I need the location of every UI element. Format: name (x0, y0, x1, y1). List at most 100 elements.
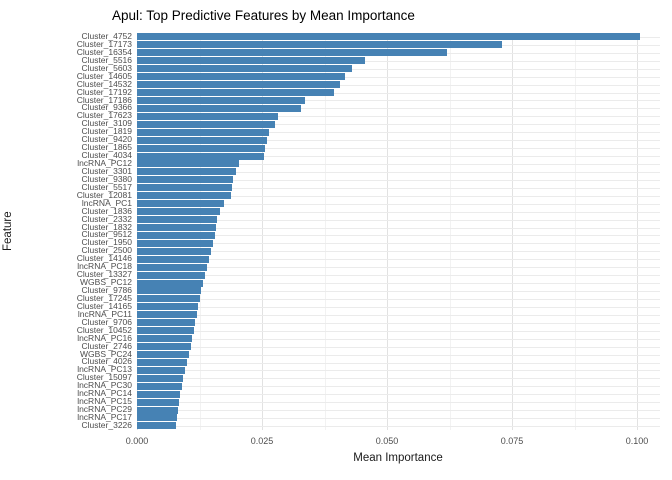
bar (137, 49, 447, 57)
bar (137, 65, 352, 73)
gridline-horizontal (137, 235, 660, 237)
gridline-horizontal (137, 164, 660, 165)
bar-row: Cluster_9420 (0, 135, 660, 144)
bar-track (137, 255, 660, 263)
bar-track (137, 287, 660, 295)
gridline-horizontal (137, 68, 660, 70)
y-tick-label: Cluster_14146 (76, 253, 132, 264)
y-tick-label: Cluster_17186 (76, 94, 132, 105)
bar-row: lncRNA_PC17 (0, 413, 660, 422)
gridline-horizontal (137, 386, 660, 388)
y-tick-label: lncRNA_PC11 (77, 308, 132, 319)
y-tick-label: Cluster_2746 (81, 340, 132, 351)
y-tick-label: Cluster_14605 (76, 70, 132, 81)
gridline-minor (574, 33, 576, 430)
y-tick-label: Cluster_14165 (76, 300, 132, 311)
bar-row: WGBS_PC24 (0, 349, 660, 359)
bar-row: Cluster_14146 (0, 253, 660, 264)
y-tick-label: Cluster_1836 (81, 205, 132, 216)
bar-row: Cluster_9512 (0, 230, 660, 239)
bar-track (137, 200, 660, 208)
y-tick-label: Cluster_3109 (81, 118, 132, 129)
x-tick-label: 0.050 (375, 436, 399, 446)
bar-row: Cluster_17245 (0, 292, 660, 303)
gridline-horizontal (137, 171, 660, 173)
bar-row: Cluster_9380 (0, 175, 660, 184)
y-tick-label: Cluster_9706 (81, 316, 132, 327)
y-tick-label: Cluster_4752 (81, 31, 132, 41)
bar (137, 81, 340, 89)
y-tick-label: lncRNA_PC14 (77, 388, 132, 399)
gridline-horizontal (137, 314, 660, 316)
bar (137, 120, 275, 128)
gridline-horizontal (137, 267, 660, 269)
gridline-horizontal (137, 108, 660, 110)
bar (137, 128, 269, 136)
gridline-horizontal (137, 60, 660, 62)
bar-track (137, 406, 660, 414)
bar (137, 239, 213, 247)
bar-track (137, 33, 660, 41)
gridline-horizontal (137, 100, 660, 102)
bar-row: Cluster_1950 (0, 238, 660, 247)
y-tick-label: Cluster_5603 (81, 62, 132, 73)
y-tick-label: Cluster_17245 (76, 292, 132, 303)
y-tick-label: Cluster_4026 (81, 356, 132, 367)
bar (137, 327, 194, 335)
gridline-minor (199, 33, 201, 430)
bar-row: lncRNA_PC14 (0, 388, 660, 399)
bar (137, 311, 197, 319)
bar-track (137, 192, 660, 200)
bar (137, 247, 211, 255)
bar-track (137, 41, 660, 49)
bar (137, 33, 640, 41)
y-tick-label: lncRNA_PC29 (77, 404, 132, 415)
bar-track (137, 184, 660, 192)
bar-row: Cluster_17173 (0, 40, 660, 49)
y-tick-label: Cluster_3226 (81, 419, 132, 430)
bar (137, 223, 216, 231)
bar-row: Cluster_15097 (0, 372, 660, 383)
bar (137, 192, 231, 200)
gridline-horizontal (137, 84, 660, 86)
y-tick-label: Cluster_17192 (76, 86, 132, 97)
bar (137, 89, 334, 97)
gridline-minor (449, 33, 451, 430)
bar (137, 184, 232, 192)
gridline-horizontal (137, 354, 660, 356)
gridline-major (262, 33, 263, 430)
bar-track (137, 136, 660, 144)
bar-track (137, 168, 660, 176)
bar (137, 406, 178, 414)
bar-row: Cluster_1819 (0, 126, 660, 137)
bar-track (137, 231, 660, 239)
bar (137, 382, 182, 390)
bar-row: Cluster_2500 (0, 245, 660, 256)
y-tick-label: Cluster_15097 (76, 372, 132, 383)
bar-track (137, 350, 660, 359)
bar-row: lncRNA_PC30 (0, 381, 660, 390)
bar-row: WGBS_PC12 (0, 278, 660, 287)
bar-row: Cluster_12081 (0, 191, 660, 200)
bar (137, 422, 176, 430)
bar (137, 144, 265, 152)
y-tick-label: Cluster_9366 (81, 102, 132, 113)
gridline-major (387, 33, 388, 430)
y-tick-label: Cluster_4034 (81, 150, 132, 161)
bar-row: lncRNA_PC11 (0, 308, 660, 319)
y-tick-label: lncRNA_PC15 (77, 396, 132, 407)
bar (137, 231, 215, 239)
y-tick-label: Cluster_1865 (81, 142, 132, 153)
bar-row: lncRNA_PC16 (0, 333, 660, 343)
bar (137, 152, 264, 160)
y-tick-label: Cluster_2500 (81, 245, 132, 256)
bar-row: lncRNA_PC29 (0, 404, 660, 415)
bar-track (137, 422, 660, 430)
gridline-horizontal (137, 338, 660, 340)
bar-row: Cluster_10452 (0, 325, 660, 335)
bar-track (137, 414, 660, 422)
y-tick-label: Cluster_1819 (81, 126, 132, 137)
bar (137, 41, 502, 49)
gridline-horizontal (137, 394, 660, 396)
gridline-horizontal (137, 275, 660, 277)
